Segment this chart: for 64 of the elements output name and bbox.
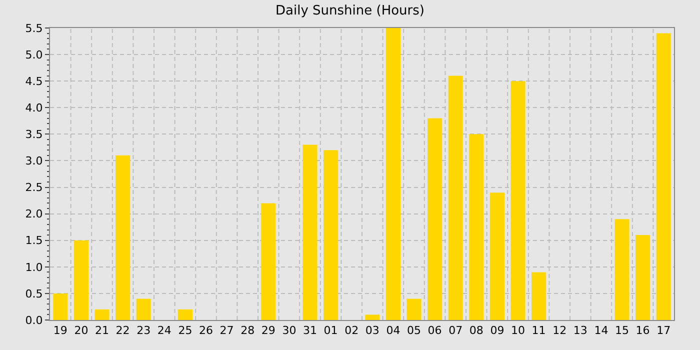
bar: [261, 203, 276, 320]
chart-title: Daily Sunshine (Hours): [276, 3, 424, 18]
bar: [469, 134, 484, 320]
y-tick-label: 2.0: [25, 208, 43, 221]
y-tick-label: 1.0: [25, 260, 43, 274]
x-tick-label: 17: [656, 324, 671, 338]
bar: [510, 81, 526, 320]
x-tick-label: 10: [511, 324, 525, 338]
x-tick-label: 07: [448, 324, 463, 338]
y-tick-label: 4.5: [25, 74, 43, 88]
bar: [178, 309, 192, 320]
x-tick-label: 31: [303, 324, 317, 338]
x-tick-label: 24: [157, 324, 172, 338]
x-tick-label: 15: [615, 324, 629, 338]
x-tick-label: 16: [636, 324, 650, 338]
bar: [532, 272, 546, 320]
x-tick-label: 08: [469, 324, 484, 338]
x-tick-label: 04: [386, 324, 400, 338]
y-tick-label: 3.0: [25, 154, 43, 168]
bar: [428, 118, 442, 320]
bar: [53, 293, 68, 320]
x-tick-label: 13: [573, 324, 588, 338]
y-tick-label: 0.0: [25, 314, 43, 327]
x-tick-label: 29: [261, 324, 276, 338]
bar: [448, 76, 463, 320]
bar: [656, 33, 671, 320]
x-tick-label: 27: [220, 324, 234, 338]
x-tick-label: 03: [365, 324, 380, 338]
bar: [116, 155, 130, 320]
y-tick-label: 5.5: [25, 22, 43, 35]
x-tick-label: 05: [407, 324, 421, 338]
bar: [136, 298, 151, 320]
bar: [324, 150, 338, 320]
x-tick-label: 09: [490, 324, 504, 338]
bar: [636, 235, 650, 320]
bar: [490, 192, 504, 320]
bar: [94, 309, 110, 320]
x-tick-label: 02: [344, 324, 359, 338]
x-tick-label: 12: [552, 324, 567, 338]
y-tick-label: 0.5: [25, 287, 43, 300]
x-tick-label: 11: [532, 324, 546, 338]
y-tick-label: 1.5: [25, 234, 43, 248]
x-tick-label: 25: [178, 324, 192, 338]
x-tick-label: 23: [136, 324, 151, 338]
y-tick-label: 5.0: [25, 48, 43, 62]
bar: [386, 28, 400, 320]
x-tick-label: 06: [428, 324, 442, 338]
x-tick-label: 22: [116, 324, 130, 338]
x-tick-label: 19: [53, 324, 68, 338]
x-tick-label: 28: [240, 324, 255, 338]
y-tick-label: 4.0: [25, 101, 43, 114]
y-tick-label: 3.5: [25, 128, 43, 142]
x-tick-label: 14: [594, 324, 608, 338]
x-tick-label: 26: [199, 324, 213, 338]
bar: [406, 298, 422, 320]
x-tick-label: 01: [324, 324, 338, 338]
bar: [74, 240, 88, 320]
bar: [365, 314, 380, 320]
bar: [302, 144, 318, 320]
x-tick-label: 30: [282, 324, 296, 338]
x-tick-label: 21: [95, 324, 109, 338]
x-tick-label: 20: [74, 324, 88, 338]
bar: [614, 219, 630, 320]
y-tick-label: 2.5: [25, 181, 43, 194]
